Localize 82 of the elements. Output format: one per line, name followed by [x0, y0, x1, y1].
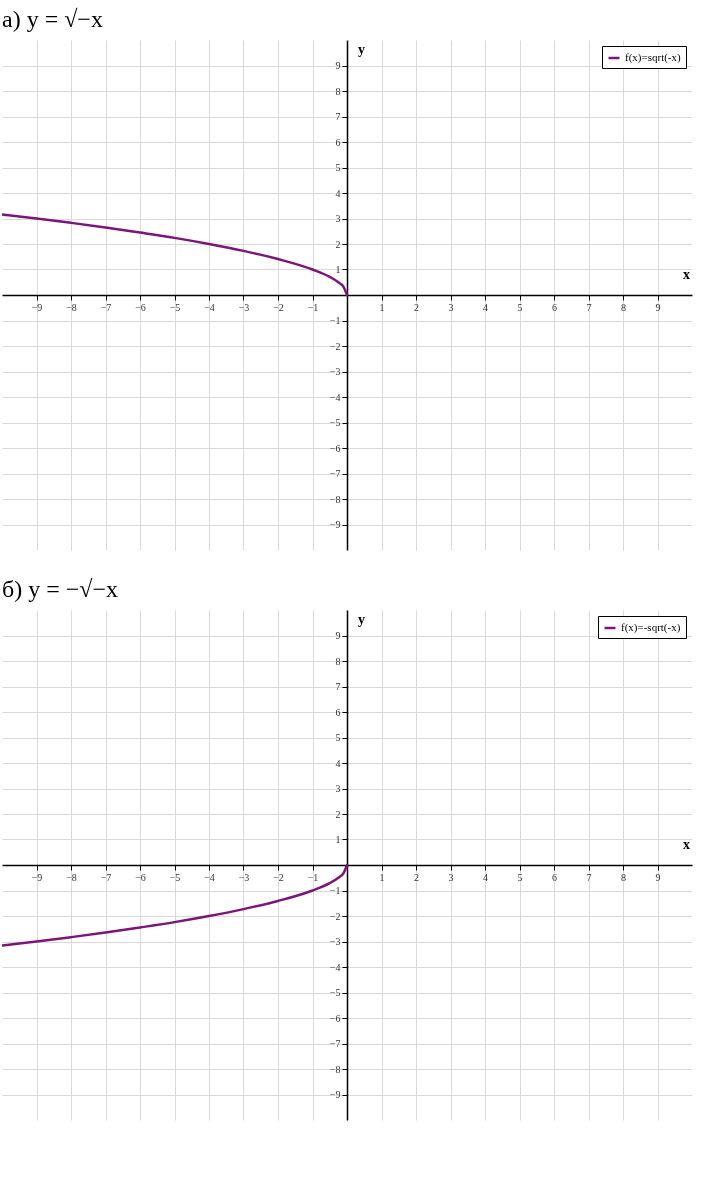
y-tick-label: −5 [329, 987, 341, 998]
y-tick-label: 2 [335, 238, 341, 250]
x-tick-label: 2 [414, 301, 419, 313]
y-axis-title: y [358, 41, 365, 57]
y-tick-label: −7 [329, 1038, 341, 1049]
x-tick-label: −7 [100, 871, 112, 883]
y-tick-label: −6 [329, 442, 341, 454]
y-tick-label: −2 [329, 340, 341, 352]
x-tick-label: 4 [483, 301, 488, 313]
y-tick-label: −1 [329, 885, 341, 896]
legend-label: f(x)=sqrt(-x) [625, 51, 682, 64]
x-tick-label: −1 [307, 301, 319, 313]
x-tick-label: −4 [204, 301, 215, 313]
y-tick-label: 5 [335, 162, 341, 173]
x-tick-label: −8 [66, 301, 77, 313]
y-tick-label: −5 [329, 417, 341, 428]
x-tick-label: 4 [483, 871, 488, 883]
x-tick-label: 1 [379, 301, 385, 313]
y-tick-label: 2 [335, 808, 341, 820]
line-series [2, 213, 349, 297]
x-tick-label: −9 [31, 301, 43, 313]
x-tick-label: −9 [31, 871, 43, 883]
y-tick-label: −8 [329, 1063, 341, 1075]
y-tick-label: 1 [335, 264, 341, 275]
y-tick-label: 9 [335, 60, 341, 71]
x-tick-label: 7 [586, 871, 592, 883]
x-tick-label: −7 [100, 301, 112, 313]
x-tick-label: 7 [586, 301, 592, 313]
y-tick-label: 8 [335, 655, 341, 667]
x-tick-label: 8 [621, 301, 626, 313]
y-tick-label: −9 [329, 1089, 341, 1100]
y-tick-label: 8 [335, 85, 341, 97]
x-tick-label: 5 [517, 301, 523, 313]
y-tick-label: −2 [329, 910, 341, 922]
y-tick-label: −4 [329, 961, 341, 973]
x-tick-label: 3 [448, 301, 454, 313]
y-tick-label: 6 [335, 706, 341, 718]
x-tick-label: −1 [307, 871, 319, 883]
x-tick-label: 8 [621, 871, 626, 883]
legend-label: f(x)=-sqrt(-x) [621, 621, 681, 634]
x-axis-title: x [683, 836, 690, 852]
x-tick-label: 2 [414, 871, 419, 883]
y-axis-title: y [358, 611, 365, 627]
x-tick-label: 6 [552, 301, 557, 313]
y-tick-label: 6 [335, 136, 341, 148]
x-tick-label: 9 [655, 871, 661, 883]
x-tick-label: −4 [204, 871, 215, 883]
y-tick-label: 1 [335, 834, 341, 845]
y-tick-label: 7 [335, 111, 341, 122]
chart-title: а) y = √−x [2, 6, 103, 32]
y-tick-label: 9 [335, 630, 341, 641]
y-tick-label: 3 [335, 783, 341, 794]
x-tick-label: −8 [66, 871, 77, 883]
y-tick-label: −8 [329, 493, 341, 505]
x-tick-label: −5 [169, 871, 181, 883]
x-tick-label: 6 [552, 871, 557, 883]
y-tick-label: −3 [329, 936, 341, 947]
y-tick-label: −9 [329, 519, 341, 530]
x-tick-label: −3 [238, 301, 250, 313]
y-tick-label: 3 [335, 213, 341, 224]
chart-title: б) y = −√−x [2, 576, 118, 602]
x-axis-title: x [683, 266, 690, 282]
x-tick-label: −6 [135, 871, 146, 883]
x-tick-label: −3 [238, 871, 250, 883]
y-tick-label: −7 [329, 468, 341, 479]
y-tick-label: −4 [329, 391, 341, 403]
y-tick-label: 5 [335, 732, 341, 743]
x-tick-label: −5 [169, 301, 181, 313]
y-tick-label: −1 [329, 315, 341, 326]
y-tick-label: 4 [335, 187, 341, 199]
y-tick-label: −3 [329, 366, 341, 377]
x-tick-label: 9 [655, 301, 661, 313]
line-series [2, 863, 349, 947]
x-tick-label: 5 [517, 871, 523, 883]
y-tick-label: 7 [335, 681, 341, 692]
y-tick-label: 4 [335, 757, 341, 769]
x-tick-label: −2 [273, 871, 284, 883]
x-tick-label: −6 [135, 301, 146, 313]
x-tick-label: 3 [448, 871, 454, 883]
x-tick-label: 1 [379, 871, 385, 883]
y-tick-label: −6 [329, 1012, 341, 1024]
x-tick-label: −2 [273, 301, 284, 313]
